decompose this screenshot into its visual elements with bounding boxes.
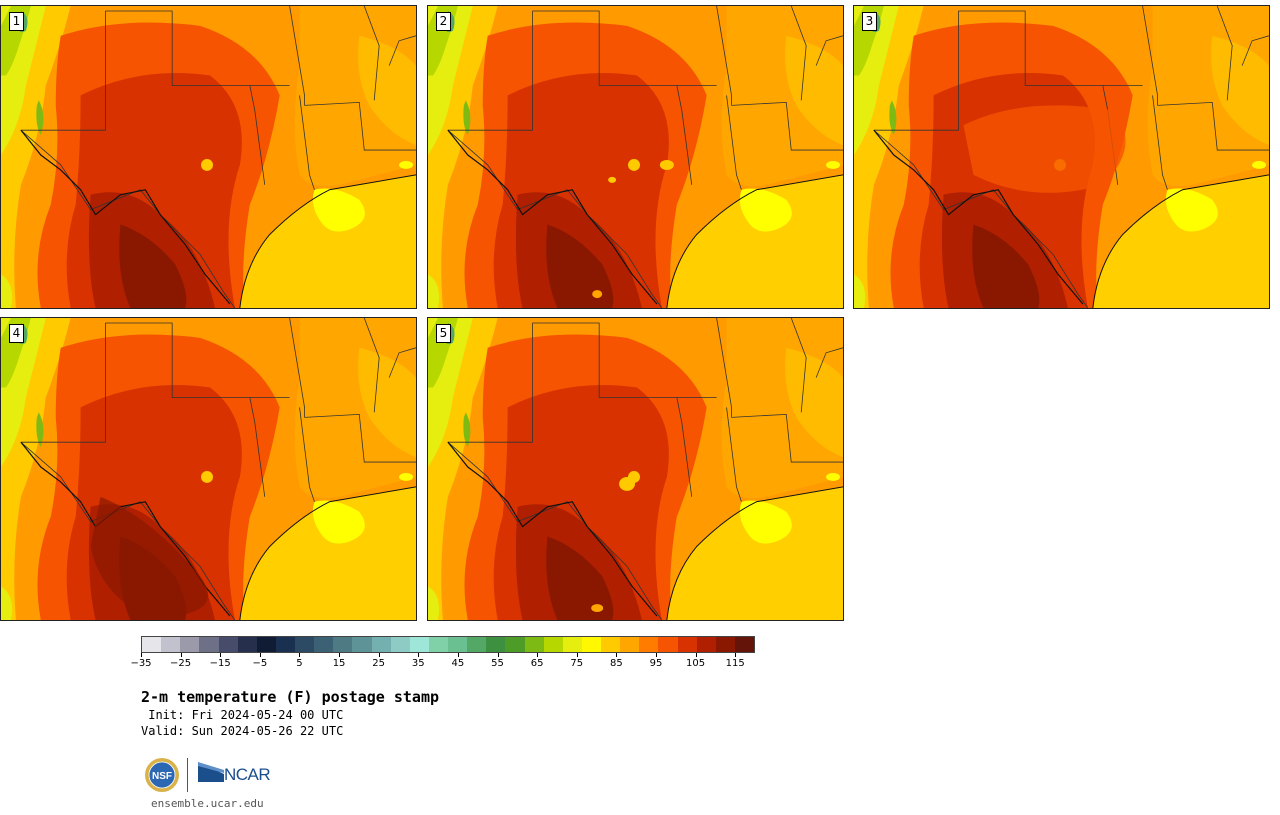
colorbar-tick	[378, 653, 380, 657]
member-badge: 4	[9, 324, 24, 343]
colorbar-tick	[735, 653, 737, 657]
init-time: Init: Fri 2024-05-24 00 UTC	[141, 708, 344, 722]
member-badge: 5	[436, 324, 451, 343]
colorbar-swatch	[295, 637, 315, 652]
colorbar-swatch	[428, 637, 448, 652]
colorbar-tick-label: 65	[530, 658, 544, 669]
nsf-logo-text: NSF	[152, 771, 172, 782]
sponsor-logos: NSF NCAR	[144, 756, 284, 796]
colorbar-swatch	[256, 637, 276, 652]
colorbar-swatch	[448, 637, 468, 652]
colorbar-tick-label: 25	[372, 658, 386, 669]
title-block: 2-m temperature (F) postage stamp Init: …	[141, 688, 439, 739]
member-badge: 2	[436, 12, 451, 31]
temperature-map-2	[428, 6, 843, 308]
member-badge: 3	[862, 12, 877, 31]
colorbar-swatch	[562, 637, 582, 652]
colorbar-swatch	[505, 637, 525, 652]
colorbar	[141, 636, 755, 653]
ncar-mark-icon	[198, 762, 224, 782]
temperature-map-4	[1, 318, 416, 620]
colorbar-swatch	[696, 637, 716, 652]
colorbar-tick-label: 75	[570, 658, 584, 669]
temperature-map-1	[1, 6, 416, 308]
colorbar-tick-label: 35	[411, 658, 425, 669]
colorbar-tick	[537, 653, 539, 657]
colorbar-tick-label: 115	[725, 658, 745, 669]
colorbar-tick-label: −35	[130, 658, 152, 669]
colorbar-tick	[141, 653, 142, 657]
valid-time: Valid: Sun 2024-05-26 22 UTC	[141, 724, 344, 738]
member-panel-2: 2	[427, 5, 844, 309]
colorbar-tick-label: −5	[252, 658, 268, 669]
website-url: ensemble.ucar.edu	[151, 797, 264, 810]
member-panel-5: 5	[427, 317, 844, 621]
temperature-map-3	[854, 6, 1269, 308]
colorbar-tick	[695, 653, 697, 657]
colorbar-swatch	[218, 637, 238, 652]
colorbar-swatch	[409, 637, 429, 652]
colorbar-swatch	[333, 637, 353, 652]
colorbar-swatch	[161, 637, 181, 652]
colorbar-tick	[497, 653, 499, 657]
colorbar-swatch	[715, 637, 735, 652]
ncar-logo-text: NCAR	[224, 765, 271, 784]
colorbar-tick	[655, 653, 657, 657]
member-badge: 1	[9, 12, 24, 31]
member-panel-1: 1	[0, 5, 417, 309]
colorbar-swatch	[180, 637, 200, 652]
colorbar-swatch	[486, 637, 506, 652]
colorbar-tick	[418, 653, 420, 657]
colorbar-swatch	[390, 637, 410, 652]
colorbar-tick	[616, 653, 618, 657]
colorbar-tick-label: 55	[491, 658, 504, 669]
colorbar-tick-label: 45	[451, 658, 465, 669]
colorbar-tick-label: 95	[649, 658, 663, 669]
colorbar-swatch	[467, 637, 487, 652]
colorbar-swatch	[352, 637, 372, 652]
colorbar-tick	[220, 653, 222, 657]
colorbar-swatch	[677, 637, 697, 652]
colorbar-swatch	[142, 637, 162, 652]
colorbar-swatch	[237, 637, 257, 652]
colorbar-tick-label: 15	[332, 658, 346, 669]
nsf-logo-icon: NSF	[145, 758, 179, 792]
logo-divider	[187, 758, 188, 792]
colorbar-tick-label: 5	[296, 658, 303, 669]
colorbar-swatch	[314, 637, 334, 652]
colorbar-swatch	[734, 637, 754, 652]
temperature-map-5	[428, 318, 843, 620]
member-panel-4: 4	[0, 317, 417, 621]
colorbar-tick	[339, 653, 341, 657]
colorbar-tick	[259, 653, 261, 657]
member-panel-3: 3	[853, 5, 1270, 309]
colorbar-swatch	[371, 637, 391, 652]
colorbar-swatch	[620, 637, 640, 652]
colorbar-tick	[299, 653, 301, 657]
colorbar-tick-label: −15	[209, 658, 231, 669]
colorbar-swatch	[543, 637, 563, 652]
colorbar-swatch	[199, 637, 219, 652]
colorbar-swatch	[581, 637, 601, 652]
colorbar-tick	[180, 653, 182, 657]
colorbar-swatch	[639, 637, 659, 652]
colorbar-swatch	[601, 637, 621, 652]
colorbar-swatch	[658, 637, 678, 652]
colorbar-tick-label: 85	[609, 658, 623, 669]
plot-title: 2-m temperature (F) postage stamp	[141, 688, 440, 706]
colorbar-swatch	[275, 637, 295, 652]
colorbar-swatch	[524, 637, 544, 652]
colorbar-tick	[576, 653, 578, 657]
colorbar-ticks: −35 −25 −15 −5 5 15 25 35 45 55 65 75 85 95 105 115	[130, 653, 755, 675]
colorbar-tick-label: 105	[686, 658, 706, 669]
colorbar-tick	[457, 653, 459, 657]
colorbar-tick-label: −25	[170, 658, 192, 669]
